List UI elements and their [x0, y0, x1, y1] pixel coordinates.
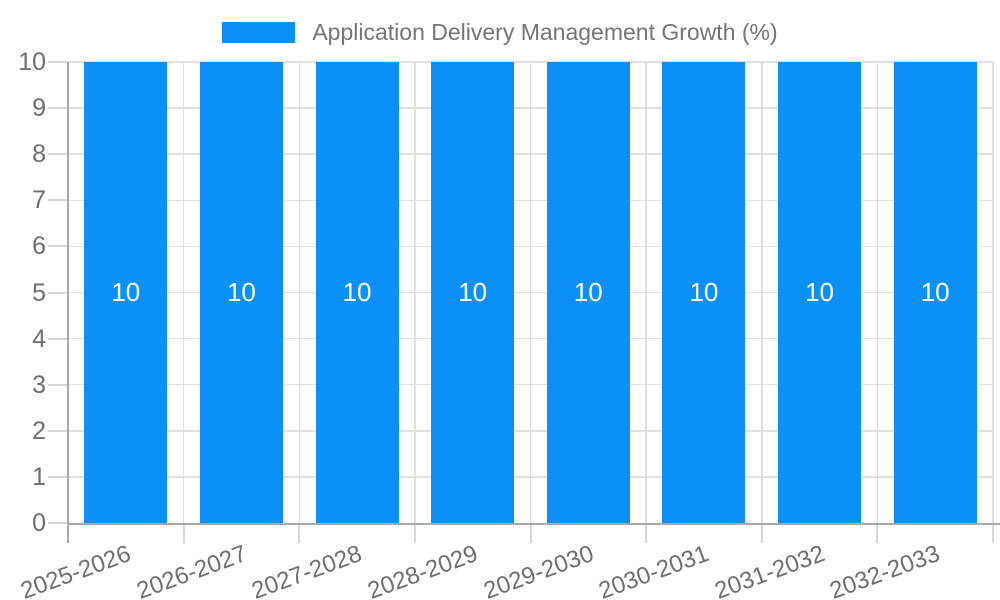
y-axis-tick [48, 522, 68, 524]
bar-value-label: 10 [805, 277, 835, 307]
bar-value-label: 10 [573, 277, 603, 307]
x-axis-tick [529, 523, 532, 543]
gridline-vertical [298, 62, 300, 523]
x-axis-label: 2031-2032 [711, 540, 829, 600]
bar-2028-2029: 10 [431, 62, 515, 523]
y-axis-label: 1 [32, 462, 46, 491]
gridline-vertical [414, 62, 416, 523]
x-axis-label: 2029-2030 [479, 540, 597, 600]
y-axis-label: 2 [32, 416, 46, 445]
x-axis-tick [182, 523, 185, 543]
bar-2031-2032: 10 [778, 62, 862, 523]
bar-2027-2028: 10 [315, 62, 399, 523]
bar-value-label: 10 [920, 277, 950, 307]
x-axis-label: 2030-2031 [595, 540, 713, 600]
chart-legend-item[interactable]: Application Delivery Management Growth (… [0, 19, 1000, 46]
x-axis-label: 2027-2028 [248, 540, 366, 600]
bar-value-label: 10 [342, 277, 372, 307]
bar-2029-2030: 10 [546, 62, 630, 523]
y-axis-tick [48, 429, 68, 432]
x-axis-line [68, 523, 1000, 525]
y-axis-label: 0 [32, 509, 46, 537]
bar-value-label: 10 [111, 277, 141, 307]
y-axis-label: 8 [32, 140, 46, 169]
x-axis-label: 2026-2027 [132, 540, 250, 600]
bar-value-label: 10 [689, 277, 719, 307]
bar-2032-2033: 10 [893, 62, 977, 523]
x-axis-tick [645, 523, 648, 543]
y-axis-tick [48, 383, 68, 386]
gridline-vertical [992, 62, 994, 523]
bar-2025-2026: 10 [84, 62, 168, 523]
bar-value-label: 10 [458, 277, 488, 307]
gridline-vertical [182, 62, 185, 523]
y-axis-tick [48, 245, 68, 248]
y-axis-tick [48, 107, 68, 110]
gridline-vertical [761, 62, 763, 523]
y-axis-tick [48, 199, 68, 202]
x-axis-tick [298, 523, 301, 543]
x-axis-label: 2028-2029 [364, 540, 482, 600]
x-axis-label: 2032-2033 [826, 540, 944, 600]
y-axis-tick [48, 475, 68, 478]
legend-label: Application Delivery Management Growth (… [312, 19, 778, 45]
y-axis-label: 9 [32, 94, 46, 123]
y-axis-label: 4 [32, 324, 46, 353]
x-axis-tick [992, 523, 994, 543]
y-axis-tick [48, 337, 68, 340]
y-axis-label: 7 [32, 186, 46, 215]
y-axis-label: 3 [32, 370, 46, 399]
y-axis-tick [48, 61, 68, 63]
x-axis-tick [760, 523, 763, 543]
y-axis-label: 6 [32, 232, 46, 261]
y-axis-label: 5 [32, 278, 46, 307]
gridline-vertical [529, 62, 532, 523]
bar-2026-2027: 10 [199, 62, 283, 523]
x-axis-tick [876, 523, 879, 543]
bar-2030-2031: 10 [662, 62, 746, 523]
y-axis-tick [48, 291, 68, 294]
legend-swatch [222, 22, 296, 43]
y-axis-line [67, 62, 69, 543]
y-axis-tick [48, 153, 68, 156]
y-axis-label: 10 [18, 48, 46, 76]
gridline-vertical [876, 62, 879, 523]
x-axis-label: 2025-2026 [17, 540, 135, 600]
x-axis-tick [413, 523, 416, 543]
bar-value-label: 10 [226, 277, 256, 307]
gridline-vertical [645, 62, 647, 523]
